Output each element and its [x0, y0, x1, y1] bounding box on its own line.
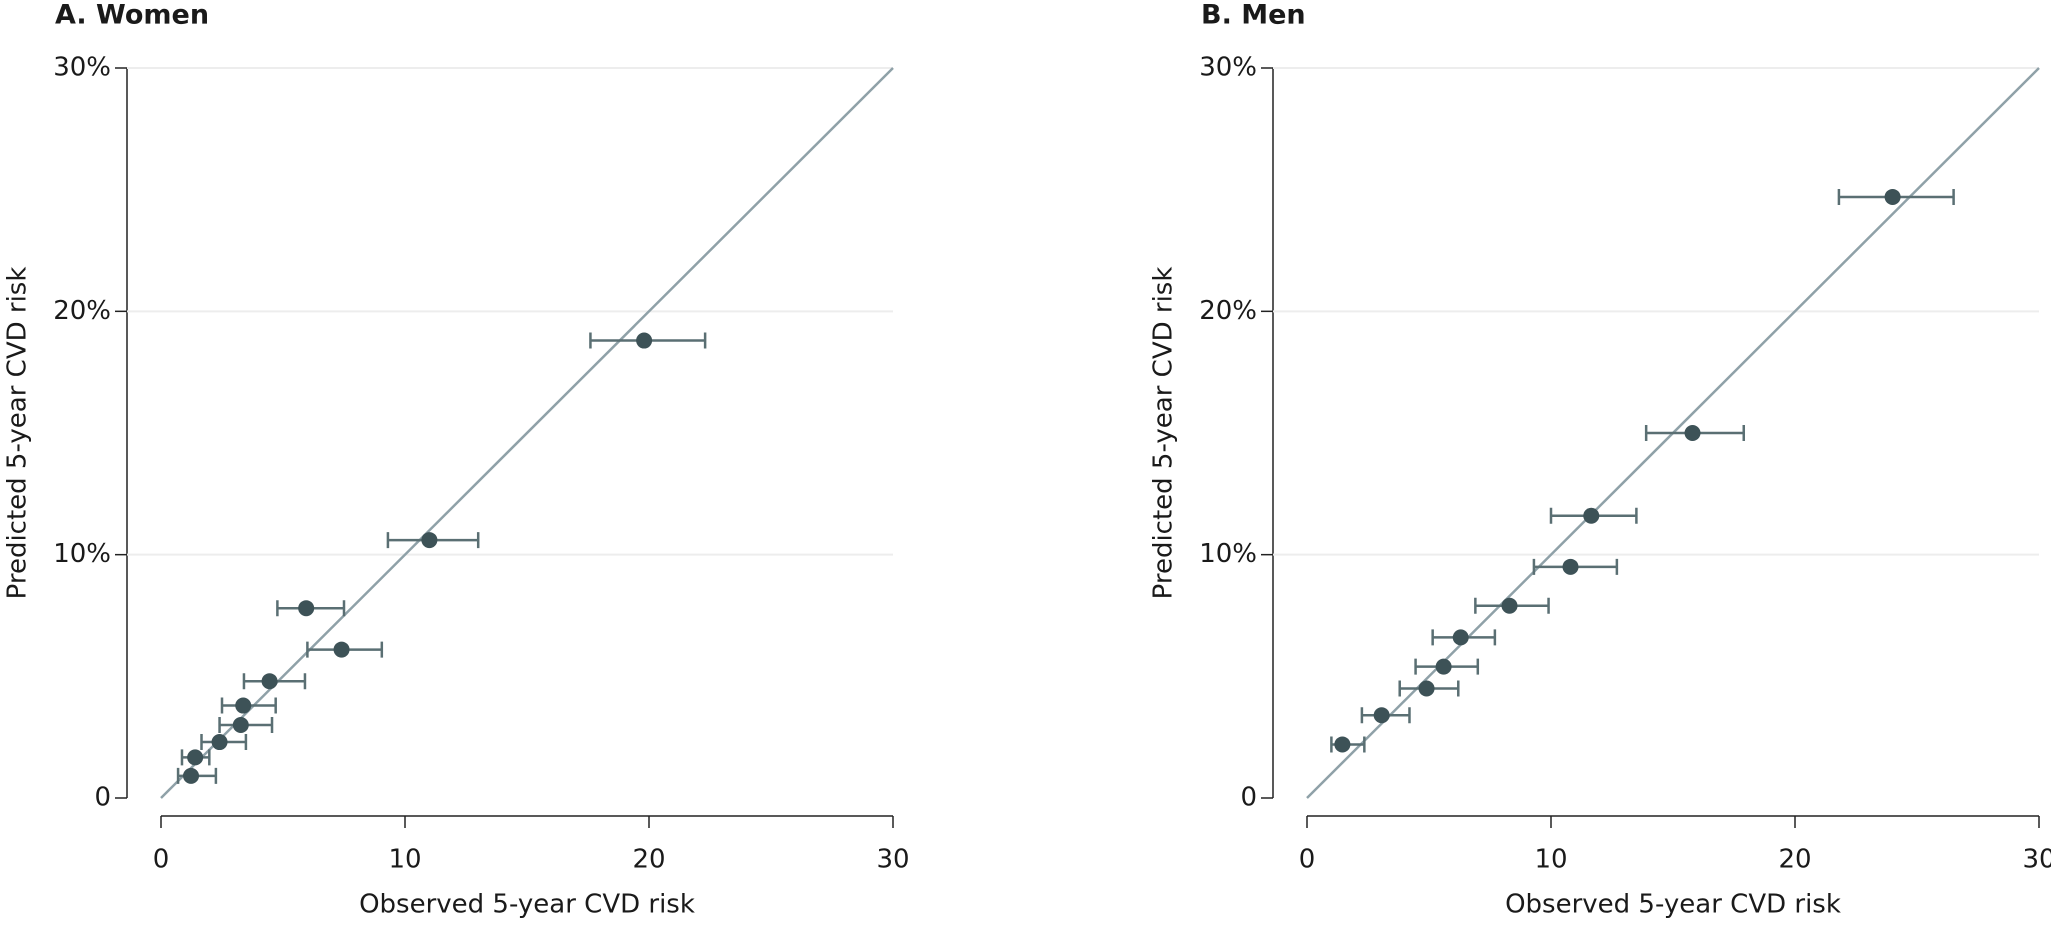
point [1583, 507, 1600, 524]
point [211, 734, 228, 751]
x-axis-label: Observed 5-year CVD risk [359, 890, 695, 920]
x-tick-label: 30 [876, 845, 909, 875]
y-axis-label: Predicted 5-year CVD risk [3, 267, 33, 600]
x-tick-label: 0 [1299, 845, 1316, 875]
x-tick-label: 20 [632, 845, 665, 875]
point [1501, 597, 1518, 614]
x-tick-label: 20 [1778, 845, 1811, 875]
point [261, 673, 278, 690]
point [1562, 558, 1579, 575]
x-tick-label: 10 [388, 845, 421, 875]
point [1373, 707, 1390, 724]
point [235, 697, 252, 714]
point [1452, 629, 1469, 646]
y-tick-label: 10% [53, 539, 111, 569]
y-tick-label: 0 [1240, 783, 1257, 813]
y-tick-label: 30% [53, 53, 111, 83]
point [1684, 425, 1701, 441]
y-tick-label: 10% [1199, 539, 1257, 569]
y-axis-label: Predicted 5-year CVD risk [1149, 267, 1179, 600]
reference-line [160, 67, 894, 799]
point [187, 749, 204, 766]
x-tick-label: 10 [1534, 845, 1567, 875]
point [333, 641, 350, 658]
y-tick-label: 30% [1199, 53, 1257, 83]
point [421, 532, 438, 549]
point [1884, 188, 1901, 205]
point [232, 717, 249, 733]
y-tick-label: 20% [1199, 296, 1257, 326]
point [1334, 736, 1351, 753]
point [636, 332, 653, 349]
x-tick-label: 0 [153, 845, 170, 875]
panel-title: B. Men [1201, 0, 1306, 31]
y-tick-label: 20% [53, 296, 111, 326]
x-axis-label: Observed 5-year CVD risk [1505, 890, 1841, 920]
point [1435, 658, 1452, 675]
point [298, 600, 315, 617]
panel-title: A. Women [55, 0, 209, 31]
x-tick-label: 30 [2022, 845, 2051, 875]
point [1418, 680, 1435, 697]
point [183, 767, 200, 784]
y-tick-label: 0 [94, 783, 111, 813]
